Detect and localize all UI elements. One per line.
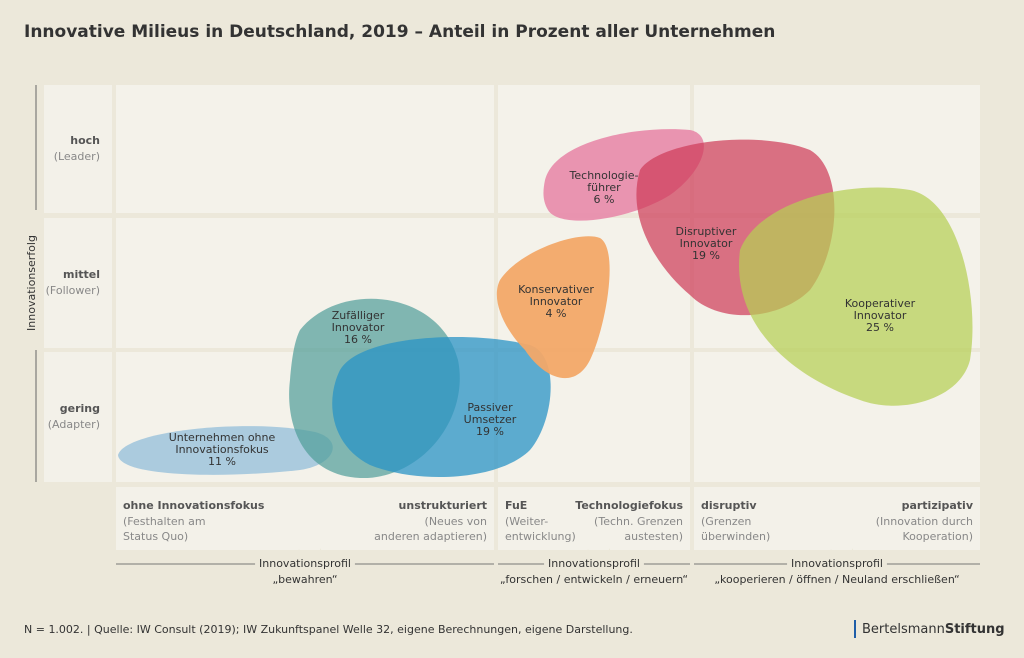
- milieu-blob: [118, 426, 333, 475]
- milieu-blob: [496, 236, 610, 379]
- column-label: disruptiv: [701, 499, 757, 512]
- column-sublabel: (Grenzen: [701, 515, 751, 528]
- group-label: Innovationsprofil: [791, 557, 883, 570]
- milieu-label: Umsetzer: [464, 413, 517, 426]
- group-label: Innovationsprofil: [548, 557, 640, 570]
- milieu-label: Zufälliger: [332, 309, 385, 322]
- row-sublabel: (Adapter): [48, 418, 100, 431]
- row-label-panel: [44, 218, 112, 348]
- milieu-label: Disruptiver: [676, 225, 737, 238]
- logo-part: Stiftung: [945, 622, 1005, 637]
- milieu-share: 16 %: [344, 333, 372, 346]
- milieu-label: Unternehmen ohne: [169, 431, 276, 444]
- row-label-panel: [44, 352, 112, 482]
- row-label: gering: [60, 402, 100, 415]
- column-sublabel: (Techn. Grenzen: [594, 515, 683, 528]
- column-sublabel: überwinden): [701, 530, 770, 543]
- milieu-share: 25 %: [866, 321, 894, 334]
- milieu-label: Innovator: [530, 295, 583, 308]
- column-sublabel: Kooperation): [902, 530, 973, 543]
- column-sublabel: (Festhalten am: [123, 515, 206, 528]
- milieu-blob: [332, 337, 551, 477]
- logo: BertelsmannStiftung: [862, 622, 1005, 637]
- row-label: mittel: [63, 268, 100, 281]
- column-sublabel: (Innovation durch: [876, 515, 973, 528]
- milieu-share: 11 %: [208, 455, 236, 468]
- row-sublabel: (Follower): [46, 284, 100, 297]
- milieu-share: 19 %: [476, 425, 504, 438]
- column-label: ohne Innovationsfokus: [123, 499, 265, 512]
- milieu-label: Passiver: [467, 401, 513, 414]
- group-sublabel: „bewahren“: [272, 573, 337, 586]
- column-label-panel: [694, 487, 980, 550]
- title: Innovative Milieus in Deutschland, 2019 …: [24, 22, 775, 42]
- milieu-label: Technologie-: [569, 169, 639, 182]
- group-label: Innovationsprofil: [259, 557, 351, 570]
- column-sublabel: (Weiter-: [505, 515, 548, 528]
- column-sublabel: entwicklung): [505, 530, 576, 543]
- milieu-share: 6 %: [594, 193, 615, 206]
- column-label: FuE: [505, 499, 527, 512]
- milieu-share: 19 %: [692, 249, 720, 262]
- column-sublabel: austesten): [624, 530, 683, 543]
- milieu-label: führer: [587, 181, 621, 194]
- milieu-label: Konservativer: [518, 283, 594, 296]
- y-axis-title: Innovationserfolg: [25, 235, 38, 331]
- milieu-label: Innovator: [854, 309, 907, 322]
- grid-panel: [116, 85, 494, 213]
- group-sublabel: „kooperieren / öffnen / Neuland erschlie…: [714, 573, 959, 586]
- column-label-panel: [116, 487, 494, 550]
- row-sublabel: (Leader): [54, 150, 100, 163]
- row-label-panel: [44, 85, 112, 213]
- column-label-panel: [498, 487, 690, 550]
- milieu-share: 4 %: [546, 307, 567, 320]
- row-label: hoch: [70, 134, 100, 147]
- milieu-label: Innovator: [332, 321, 385, 334]
- group-sublabel: „forschen / entwickeln / erneuern“: [500, 573, 688, 586]
- milieu-blob: [739, 187, 973, 406]
- footer: N = 1.002. | Quelle: IW Consult (2019); …: [24, 623, 633, 636]
- logo-part: Bertelsmann: [862, 622, 945, 637]
- column-label: unstrukturiert: [399, 499, 487, 512]
- column-label: partizipativ: [902, 499, 974, 512]
- column-sublabel: Status Quo): [123, 530, 188, 543]
- column-label: Technologiefokus: [575, 499, 683, 512]
- milieu-label: Innovationsfokus: [175, 443, 269, 456]
- column-sublabel: anderen adaptieren): [374, 530, 487, 543]
- milieu-label: Innovator: [680, 237, 733, 250]
- milieu-label: Kooperativer: [845, 297, 916, 310]
- column-sublabel: (Neues von: [425, 515, 487, 528]
